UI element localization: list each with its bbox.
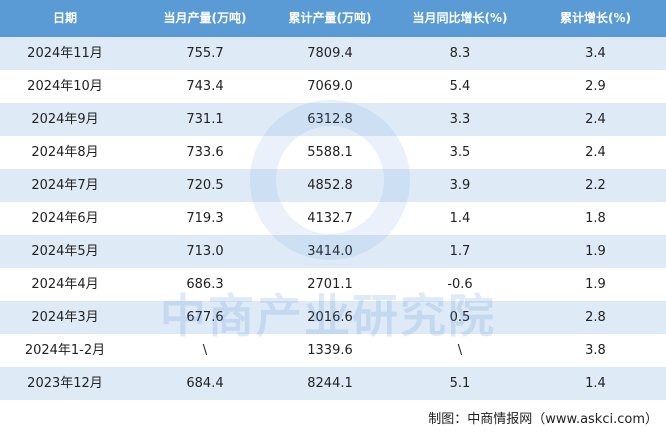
table-cell: 3.8 [585,343,606,358]
table-cell: 2.4 [585,145,606,160]
table-cell: 2024年8月 [31,145,99,160]
table-cell: 1.8 [585,211,606,226]
table-cell: 713.0 [186,244,224,259]
table-cell: 1.7 [449,244,471,259]
table-cell: 2024年1-2月 [24,343,106,358]
table-cell: 755.7 [186,46,224,61]
table-cell: 2024年6月 [31,211,99,226]
table-cell: 7069.0 [307,79,353,94]
table-cell: 7809.4 [307,46,353,61]
table-row: 2024年1-2月 \ 1339.6 \ 3.8 [0,334,666,367]
header-cell: 当月产量(万吨) [163,11,247,25]
table-cell: 733.6 [186,145,224,160]
table-cell: 3.5 [449,145,471,160]
table-cell: 1.4 [449,211,471,226]
table-cell: 1.9 [585,277,606,292]
table-cell: 2016.6 [307,310,353,325]
table-cell: 2.4 [585,112,606,127]
table-cell: 686.3 [186,277,224,292]
table-cell: 2023年12月 [27,376,103,391]
table-cell: 0.5 [449,310,471,325]
table-cell: 720.5 [186,178,224,193]
header-cell: 日期 [52,11,77,25]
header-cell: 累计产量(万吨) [288,11,372,25]
table-cell: 719.3 [186,211,224,226]
table-cell: 684.4 [186,376,224,391]
table-cell: 3.4 [585,46,606,61]
table-cell: 2024年11月 [27,46,103,61]
table-cell: 2024年7月 [31,178,99,193]
table-row: 2024年4月 686.3 2701.1 -0.6 1.9 [0,268,666,301]
table-row: 2024年3月 677.6 2016.6 0.5 2.8 [0,301,666,334]
header-cell: 累计增长(%) [560,11,631,25]
watermark: 中商产业研究院 [160,289,496,343]
table-cell: -0.6 [447,277,473,292]
table-cell: 2.9 [585,79,606,94]
table-cell: 2024年3月 [31,310,99,325]
table-cell: 3.9 [449,178,471,193]
table-cell: 2024年9月 [31,112,99,127]
table-cell: 2024年4月 [31,277,99,292]
watermark-logo [250,100,410,260]
footer: 制图：中商情报网（www.askci.com） [428,412,658,427]
table-cell: 8.3 [449,46,471,61]
table-cell: 3.3 [449,112,471,127]
table-cell: \ [202,343,208,358]
table-cell: \ [457,343,463,358]
table-cell: 2024年10月 [27,79,103,94]
table-cell: 1.4 [585,376,606,391]
table-row: 2024年10月 743.4 7069.0 5.4 2.9 [0,70,666,103]
table-cell: 8244.1 [307,376,353,391]
table-cell: 1.9 [585,244,606,259]
table-cell: 5.4 [449,79,471,94]
header-cell: 当月同比增长(%) [412,11,508,25]
table-row: 2023年12月 684.4 8244.1 5.1 1.4 [0,367,666,400]
table-cell: 1339.6 [307,343,353,358]
table-cell: 2701.1 [307,277,353,292]
table-cell: 743.4 [186,79,224,94]
header-row: 日期 当月产量(万吨) 累计产量(万吨) 当月同比增长(%) 累计增长(%) [0,0,666,37]
table-row: 2024年11月 755.7 7809.4 8.3 3.4 [0,37,666,70]
table-cell: 2024年5月 [31,244,99,259]
table-cell: 731.1 [186,112,224,127]
table-cell: 2.8 [585,310,606,325]
table-cell: 2.2 [585,178,606,193]
table-cell: 677.6 [186,310,224,325]
table-cell: 5.1 [449,376,471,391]
